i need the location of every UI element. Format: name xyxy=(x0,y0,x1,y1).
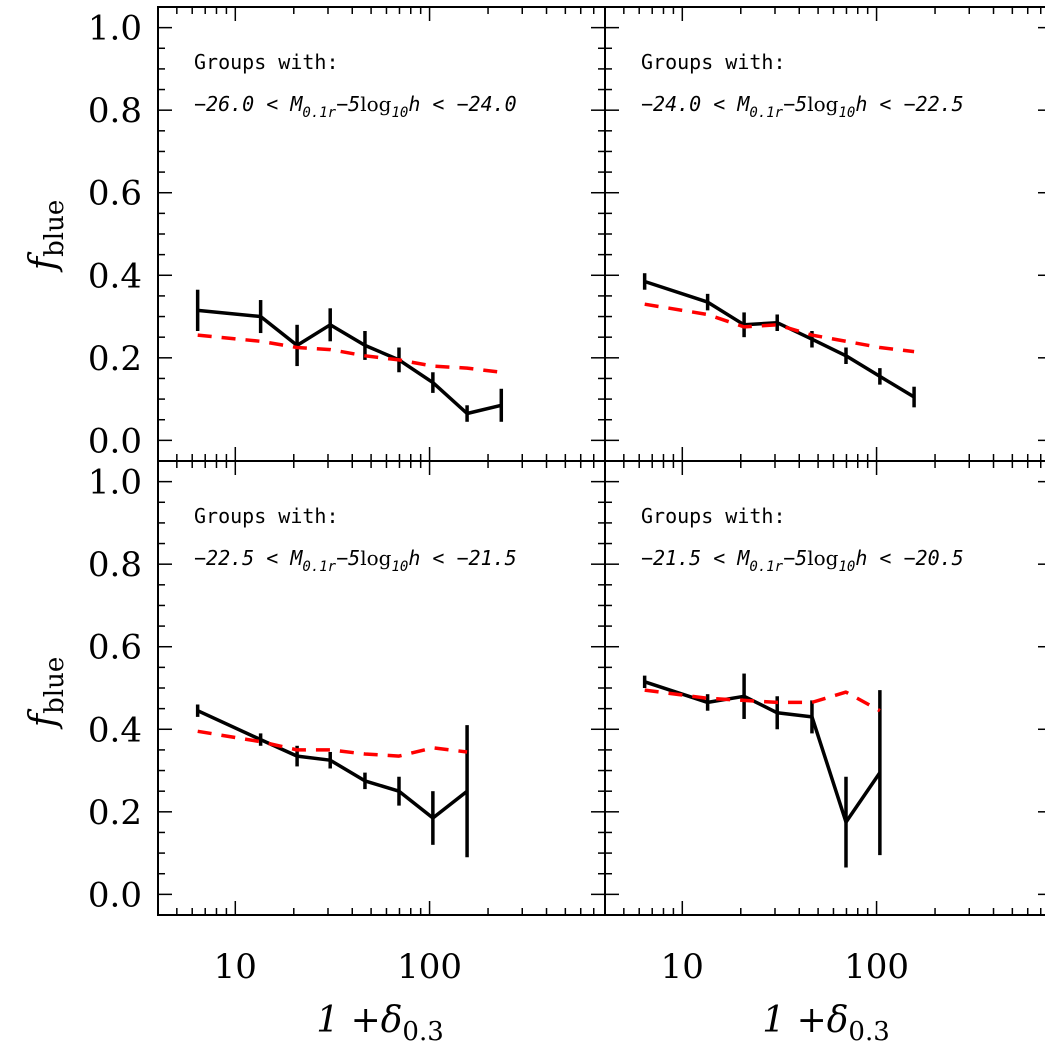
x-tick-label: 10 xyxy=(214,947,257,987)
y-tick-label: 0.8 xyxy=(88,91,142,131)
y-tick-label: 0.4 xyxy=(88,256,142,296)
y-tick-label: 0.2 xyxy=(88,339,142,379)
y-axis-subscript: blue xyxy=(40,200,70,257)
y-tick-label: 0.6 xyxy=(88,174,142,214)
y-axis-title-bottom: fblue xyxy=(23,657,70,730)
y-tick-label: 0.0 xyxy=(88,421,142,461)
y-axis-title-top: fblue xyxy=(23,200,70,273)
plot-area xyxy=(195,704,469,858)
y-axis-subscript: blue xyxy=(40,657,70,714)
y-tick-labels: 0.00.20.40.60.81.00.00.20.40.60.81.0 xyxy=(88,9,142,916)
annotation-magnitude-range: −21.5 < M0.1r−5log10h < −20.5 xyxy=(641,546,964,575)
panels: Groups with: −26.0 < M0.1r−5log10h < −24.… xyxy=(157,6,1045,916)
panel-bottom-left: Groups with: −22.5 < M0.1r−5log10h < −21.… xyxy=(157,460,606,916)
dashed-series-line xyxy=(197,729,468,758)
annotation-line1: Groups with: xyxy=(194,50,339,74)
plot-area xyxy=(642,673,882,868)
x-axis-prefix: 1 + xyxy=(762,1000,827,1041)
solid-series-line xyxy=(196,709,469,820)
y-tick-label: 0.2 xyxy=(88,793,142,833)
x-tick-label: 10 xyxy=(661,947,704,987)
x-axis-title-left: 1 +δ0.3 xyxy=(316,1000,444,1047)
svg-text:fblue: fblue xyxy=(23,200,70,273)
panel-top-right: Groups with: −24.0 < M0.1r−5log10h < −22.… xyxy=(604,6,1045,462)
panel-frame xyxy=(604,6,1045,462)
y-tick-label: 1.0 xyxy=(88,463,142,503)
x-tick-labels: 10 100 10 100 xyxy=(214,947,909,987)
panel-annotation: Groups with: −22.5 < M0.1r−5log10h < −21.… xyxy=(194,504,517,575)
dashed-series-line xyxy=(644,688,881,713)
x-tick-label: 100 xyxy=(844,947,909,987)
x-axis-prefix: 1 + xyxy=(316,1000,381,1041)
x-axis-symbol: δ xyxy=(827,1000,849,1041)
annotation-line1: Groups with: xyxy=(194,504,339,528)
annotation-magnitude-range: −22.5 < M0.1r−5log10h < −21.5 xyxy=(194,546,517,575)
x-axis-symbol: δ xyxy=(381,1000,403,1041)
y-tick-label: 1.0 xyxy=(88,9,142,49)
x-tick-label: 100 xyxy=(397,947,462,987)
annotation-line1: Groups with: xyxy=(641,50,786,74)
dashed-series-line xyxy=(644,302,915,354)
y-tick-label: 0.6 xyxy=(88,628,142,668)
y-tick-label: 0.0 xyxy=(88,875,142,915)
plot-area xyxy=(195,289,504,422)
dashed-series-line xyxy=(197,333,502,375)
x-axis-title-right: 1 +δ0.3 xyxy=(762,1000,890,1047)
y-tick-label: 0.8 xyxy=(88,545,142,585)
panel-annotation: Groups with: −21.5 < M0.1r−5log10h < −20.… xyxy=(641,504,964,575)
annotation-magnitude-range: −26.0 < M0.1r−5log10h < −24.0 xyxy=(194,92,517,121)
x-axis-subscript: 0.3 xyxy=(848,1017,889,1047)
panel-frame xyxy=(157,6,606,462)
x-axis-subscript: 0.3 xyxy=(402,1017,443,1047)
annotation-line1: Groups with: xyxy=(641,504,786,528)
y-tick-label: 0.4 xyxy=(88,710,142,750)
solid-series-line xyxy=(644,279,916,399)
panel-annotation: Groups with: −24.0 < M0.1r−5log10h < −22.… xyxy=(641,50,964,121)
annotation-magnitude-range: −24.0 < M0.1r−5log10h < −22.5 xyxy=(641,92,964,121)
panel-annotation: Groups with: −26.0 < M0.1r−5log10h < −24.… xyxy=(194,50,517,121)
panel-top-left: Groups with: −26.0 < M0.1r−5log10h < −24.… xyxy=(157,6,606,462)
panel-frame xyxy=(604,460,1045,916)
panel-bottom-right: Groups with: −21.5 < M0.1r−5log10h < −20.… xyxy=(604,460,1045,916)
plot-area xyxy=(642,273,916,408)
solid-series-line xyxy=(197,308,502,416)
svg-text:fblue: fblue xyxy=(23,657,70,730)
panel-frame xyxy=(157,460,606,916)
